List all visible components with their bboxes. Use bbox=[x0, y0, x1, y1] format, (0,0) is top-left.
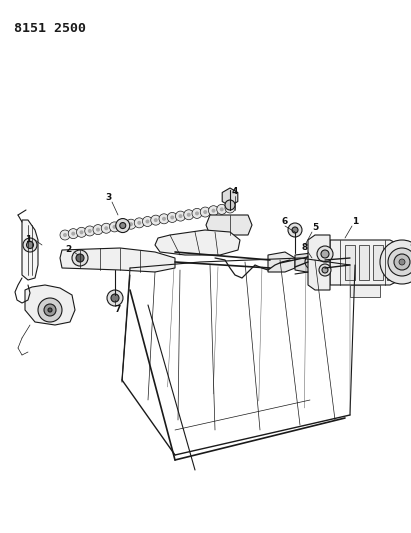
Circle shape bbox=[292, 227, 298, 233]
Circle shape bbox=[23, 238, 37, 252]
Polygon shape bbox=[373, 245, 383, 280]
Circle shape bbox=[72, 250, 88, 266]
Circle shape bbox=[192, 208, 202, 219]
Text: 4: 4 bbox=[232, 188, 238, 197]
Circle shape bbox=[76, 227, 86, 237]
Circle shape bbox=[26, 241, 34, 248]
Circle shape bbox=[111, 294, 119, 302]
Circle shape bbox=[322, 267, 328, 273]
Polygon shape bbox=[387, 245, 397, 280]
Circle shape bbox=[38, 298, 62, 322]
Circle shape bbox=[121, 223, 125, 228]
Circle shape bbox=[104, 226, 108, 230]
Circle shape bbox=[200, 207, 210, 217]
Polygon shape bbox=[359, 245, 369, 280]
Circle shape bbox=[85, 226, 95, 236]
Circle shape bbox=[93, 224, 103, 235]
Circle shape bbox=[44, 304, 56, 316]
Circle shape bbox=[167, 213, 177, 222]
Text: 3: 3 bbox=[105, 193, 111, 203]
Circle shape bbox=[228, 206, 232, 210]
Text: 8151 2500: 8151 2500 bbox=[14, 22, 86, 35]
Circle shape bbox=[184, 210, 194, 220]
Circle shape bbox=[195, 212, 199, 215]
Circle shape bbox=[288, 223, 302, 237]
Circle shape bbox=[388, 248, 411, 276]
Circle shape bbox=[225, 200, 235, 210]
Polygon shape bbox=[345, 245, 355, 280]
Circle shape bbox=[71, 232, 75, 236]
Polygon shape bbox=[295, 252, 328, 274]
Circle shape bbox=[48, 308, 52, 312]
Circle shape bbox=[151, 215, 161, 225]
Text: 2: 2 bbox=[65, 245, 71, 254]
Circle shape bbox=[96, 228, 100, 232]
Circle shape bbox=[154, 218, 158, 222]
Circle shape bbox=[116, 219, 130, 232]
Polygon shape bbox=[155, 230, 240, 255]
Text: 1: 1 bbox=[25, 236, 31, 245]
Circle shape bbox=[394, 254, 410, 270]
Circle shape bbox=[399, 259, 405, 265]
Circle shape bbox=[220, 207, 224, 212]
Polygon shape bbox=[206, 215, 252, 235]
Circle shape bbox=[317, 246, 333, 262]
Circle shape bbox=[170, 215, 174, 220]
Circle shape bbox=[309, 259, 315, 265]
Circle shape bbox=[109, 222, 120, 232]
Polygon shape bbox=[22, 220, 38, 280]
Circle shape bbox=[212, 209, 215, 213]
Polygon shape bbox=[268, 252, 295, 272]
Circle shape bbox=[79, 230, 83, 235]
Circle shape bbox=[118, 221, 128, 231]
Polygon shape bbox=[330, 240, 408, 285]
Circle shape bbox=[113, 225, 116, 229]
Polygon shape bbox=[401, 245, 411, 280]
Circle shape bbox=[129, 222, 133, 226]
Circle shape bbox=[178, 214, 182, 218]
Circle shape bbox=[187, 213, 191, 217]
Circle shape bbox=[321, 250, 329, 258]
Circle shape bbox=[137, 221, 141, 225]
Text: 8: 8 bbox=[302, 244, 308, 253]
Circle shape bbox=[107, 290, 123, 306]
Circle shape bbox=[305, 255, 319, 269]
Circle shape bbox=[88, 229, 92, 233]
Circle shape bbox=[145, 220, 150, 223]
Circle shape bbox=[143, 216, 152, 227]
Text: 5: 5 bbox=[312, 223, 318, 232]
Polygon shape bbox=[222, 188, 238, 206]
Circle shape bbox=[162, 217, 166, 221]
Circle shape bbox=[63, 233, 67, 237]
Circle shape bbox=[380, 240, 411, 284]
Polygon shape bbox=[60, 248, 175, 272]
Circle shape bbox=[225, 203, 235, 213]
Circle shape bbox=[175, 211, 185, 221]
Circle shape bbox=[101, 223, 111, 233]
Circle shape bbox=[60, 230, 70, 240]
Circle shape bbox=[217, 204, 227, 214]
Text: 1: 1 bbox=[352, 217, 358, 227]
Circle shape bbox=[159, 214, 169, 224]
Circle shape bbox=[134, 218, 144, 228]
Circle shape bbox=[120, 223, 126, 229]
Polygon shape bbox=[308, 235, 330, 290]
Circle shape bbox=[76, 254, 84, 262]
Circle shape bbox=[68, 229, 78, 239]
Circle shape bbox=[208, 206, 219, 216]
Circle shape bbox=[319, 264, 331, 276]
Polygon shape bbox=[25, 285, 75, 325]
Polygon shape bbox=[350, 285, 380, 297]
Circle shape bbox=[203, 210, 207, 214]
Circle shape bbox=[126, 219, 136, 229]
Text: 6: 6 bbox=[282, 217, 288, 227]
Text: 7: 7 bbox=[115, 305, 121, 314]
